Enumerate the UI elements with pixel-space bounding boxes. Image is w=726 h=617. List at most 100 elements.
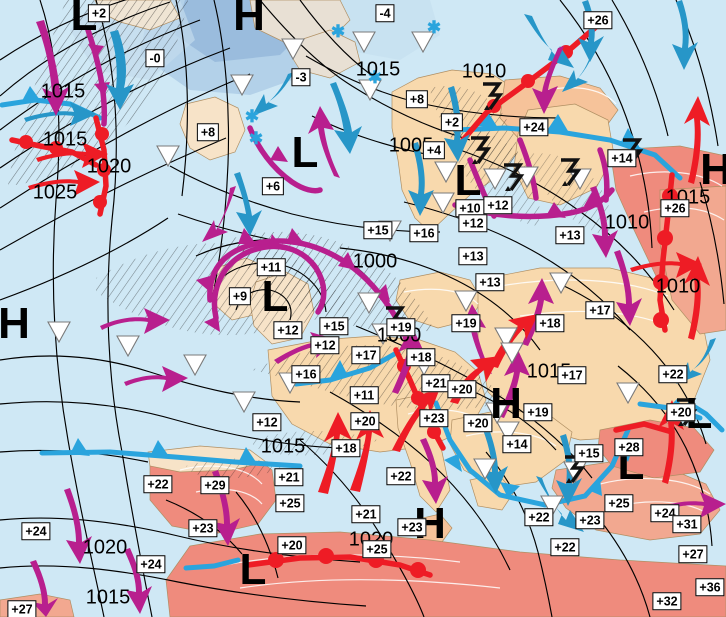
temperature-label: +15 xyxy=(363,221,393,239)
temperature-label: +6 xyxy=(261,177,285,195)
temperature-label: +8 xyxy=(196,123,220,141)
temperature-label: +19 xyxy=(523,403,553,421)
temperature-label: +20 xyxy=(350,412,380,430)
temperature-label: +31 xyxy=(672,515,702,533)
shower-icon xyxy=(358,79,382,102)
thunderstorm-icon xyxy=(483,82,504,110)
temperature-label: +20 xyxy=(447,380,477,398)
temperature-label: +12 xyxy=(483,196,513,214)
shower-icon xyxy=(434,161,458,184)
shower-icon xyxy=(485,402,509,425)
temperature-label: +12 xyxy=(273,321,303,339)
isobar-label: 1015 xyxy=(42,128,88,151)
isobar-label: 1010 xyxy=(461,60,507,83)
temperature-label: +24 xyxy=(21,522,51,540)
temperature-label: +24 xyxy=(650,504,680,522)
shower-icon xyxy=(616,382,640,405)
temperature-label: +14 xyxy=(607,149,637,167)
temperature-label: +25 xyxy=(275,494,305,512)
shower-icon xyxy=(496,421,520,444)
temperature-label: +9 xyxy=(228,287,252,305)
shower-icon xyxy=(540,495,564,518)
temperature-label: +23 xyxy=(575,511,605,529)
high-pressure-marker: H xyxy=(233,0,265,40)
isobar-label: 1020 xyxy=(82,536,128,559)
temperature-label: +18 xyxy=(406,348,436,366)
temperature-label: +24 xyxy=(136,555,166,573)
temperature-label: +21 xyxy=(421,374,451,392)
high-pressure-marker: H xyxy=(0,299,30,348)
flow-arrows xyxy=(24,0,726,617)
temperature-label: +20 xyxy=(277,536,307,554)
shower-icon xyxy=(411,31,435,54)
snow-icon: ✱ xyxy=(427,18,441,37)
temperature-label: +20 xyxy=(463,414,493,432)
temperature-label: -4 xyxy=(375,4,395,22)
temperature-label: +22 xyxy=(386,467,416,485)
temperature-label: +18 xyxy=(331,439,361,457)
temperature-label: +16 xyxy=(291,365,321,383)
temperature-label: +8 xyxy=(405,90,429,108)
temperature-label: +22 xyxy=(524,508,554,526)
svg-text:✱: ✱ xyxy=(249,129,263,148)
shower-icon xyxy=(183,354,207,377)
shower-icon xyxy=(156,145,180,168)
temperature-label: +17 xyxy=(557,366,587,384)
temperature-label: +29 xyxy=(200,476,230,494)
temperature-label: +20 xyxy=(666,403,696,421)
temperature-label: +2 xyxy=(87,4,111,22)
temperature-label: +13 xyxy=(555,226,585,244)
shower-icon xyxy=(281,38,305,61)
temperature-label: +2 xyxy=(440,113,464,131)
temperature-label: +15 xyxy=(319,317,349,335)
shower-icon xyxy=(352,31,376,54)
temperature-label: +12 xyxy=(252,413,282,431)
temperature-label: +23 xyxy=(397,518,427,536)
temperature-label: -3 xyxy=(291,68,311,86)
temperature-label: +12 xyxy=(458,214,488,232)
isobar-label: 1005 xyxy=(388,134,434,157)
snow-icon: ✱ xyxy=(331,22,345,41)
low-pressure-marker: L xyxy=(291,128,319,177)
svg-text:✱: ✱ xyxy=(331,22,345,41)
isobar-label: 1020 xyxy=(86,155,132,178)
shower-icon xyxy=(230,74,254,97)
shower-icon xyxy=(454,290,478,313)
low-pressure-marker: L xyxy=(261,272,289,321)
temperature-label: +21 xyxy=(274,468,304,486)
warm-fronts xyxy=(9,23,678,578)
snow-icon: ✱ xyxy=(245,107,259,126)
isobar-label: 1015 xyxy=(40,80,86,103)
thunderstorm-icon xyxy=(561,158,582,186)
high-pressure-marker: H xyxy=(700,145,726,194)
temperature-label: +32 xyxy=(652,592,682,610)
temperature-label: +27 xyxy=(678,545,708,563)
temperature-label: +17 xyxy=(351,346,381,364)
temperature-label: +27 xyxy=(7,600,37,617)
shower-icon xyxy=(494,327,518,350)
temperature-label: +19 xyxy=(451,314,481,332)
temperature-label: +26 xyxy=(660,199,690,217)
low-pressure-marker: L xyxy=(454,156,482,205)
isobar-label: 1010 xyxy=(655,275,701,298)
temperature-label: +22 xyxy=(658,365,688,383)
thunderstorm-icon xyxy=(471,136,492,164)
temperature-label: +13 xyxy=(458,247,488,265)
temperature-label: +16 xyxy=(409,224,439,242)
temperature-label: +12 xyxy=(310,336,340,354)
thunderstorm-icon xyxy=(504,163,525,191)
weather-symbols: ✱ ✱ ✱ ✱ ✱ xyxy=(47,18,698,518)
shower-icon xyxy=(357,292,381,315)
temperature-label: +13 xyxy=(475,273,505,291)
shower-icon xyxy=(116,335,140,358)
temperature-label: +21 xyxy=(351,505,381,523)
shower-icon xyxy=(473,458,497,481)
shower-icon xyxy=(549,272,573,295)
temperature-label: +24 xyxy=(519,118,549,136)
temperature-label: +25 xyxy=(362,540,392,558)
cold-fronts xyxy=(0,86,725,571)
temperature-label: -0 xyxy=(145,49,165,67)
snow-icon: ✱ xyxy=(368,68,382,87)
